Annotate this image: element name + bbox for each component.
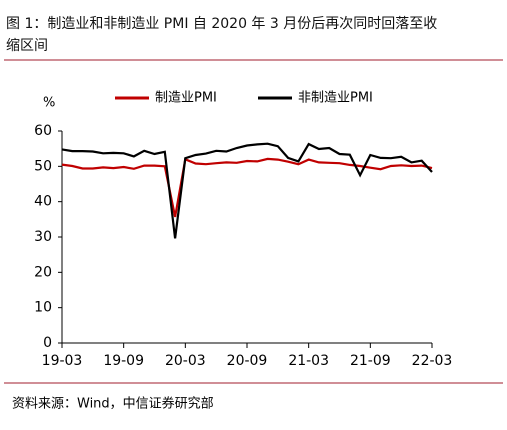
y-tick-label: 20	[34, 264, 52, 280]
y-tick-label: 60	[34, 123, 52, 139]
x-tick-label: 21-09	[350, 353, 391, 369]
y-tick-label: 50	[34, 158, 52, 174]
y-tick-label: 40	[34, 194, 52, 210]
y-unit: %	[43, 96, 55, 111]
legend-label: 制造业PMI	[155, 91, 217, 106]
chart-title: 缩区间	[6, 38, 48, 54]
x-tick-label: 19-09	[103, 353, 144, 369]
y-tick-label: 30	[34, 229, 52, 245]
x-tick-label: 20-03	[165, 353, 206, 369]
x-tick-label: 19-03	[42, 353, 83, 369]
x-tick-label: 21-03	[288, 353, 329, 369]
series-line	[61, 157, 433, 218]
legend-label: 非制造业PMI	[298, 91, 373, 106]
source: 资料来源：Wind，中信证券研究部	[12, 396, 214, 412]
chart-title: 图 1：制造业和非制造业 PMI 自 2020 年 3 月份后再次同时回落至收	[6, 16, 437, 32]
series-line	[61, 142, 433, 239]
x-tick-label: 22-03	[412, 353, 453, 369]
y-tick-label: 10	[34, 300, 52, 316]
x-tick-label: 20-09	[227, 353, 268, 369]
y-tick-label: 0	[43, 335, 52, 351]
